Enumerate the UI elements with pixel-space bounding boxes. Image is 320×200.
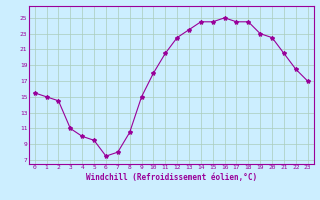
X-axis label: Windchill (Refroidissement éolien,°C): Windchill (Refroidissement éolien,°C)	[86, 173, 257, 182]
